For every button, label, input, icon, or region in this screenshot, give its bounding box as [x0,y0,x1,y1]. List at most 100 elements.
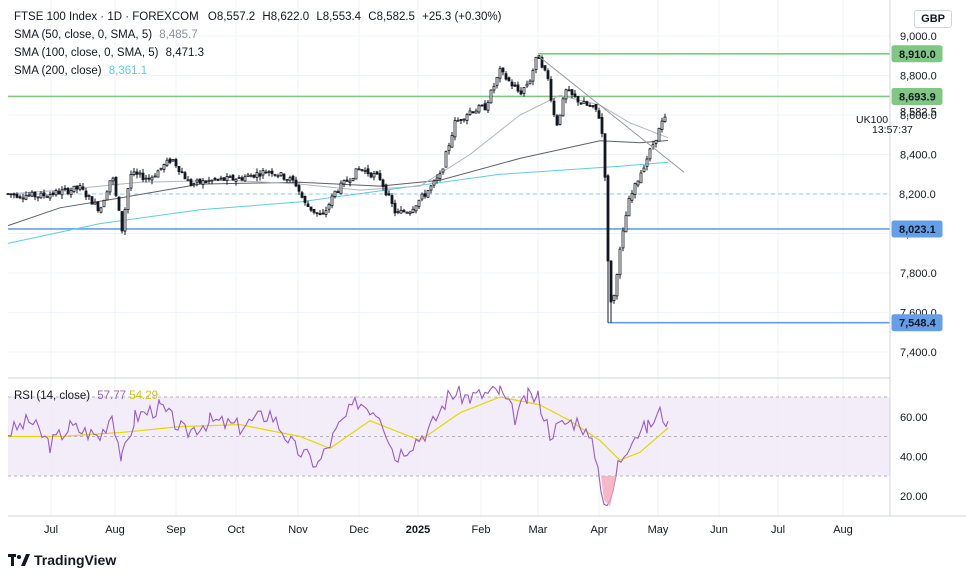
candle-body [405,211,409,214]
candle-body [357,168,361,171]
candle [48,191,52,201]
candle-body [435,177,439,181]
candle [438,170,442,182]
candle-body [81,186,85,190]
candle-body [348,180,352,184]
bar-countdown: 13:57:37 [872,124,913,136]
candle-body [102,199,106,208]
candle-body [252,174,256,178]
candle-body [168,158,172,163]
candle [378,169,382,182]
candle [36,196,40,202]
sma50-label: SMA (50, close, 0, SMA, 5) [14,29,153,41]
candle-body [579,102,583,105]
candle-body [513,84,517,87]
candle-body [573,93,577,97]
tradingview-logo[interactable]: TradingView [8,552,116,568]
candle-body [528,80,532,85]
currency-button[interactable]: GBP [914,10,952,28]
candle-body [480,104,484,107]
candle [573,89,577,98]
level-price-tag: 8,200.0 [891,185,943,203]
candle [213,176,217,181]
candle [90,196,94,205]
candle [270,168,274,177]
candle-body [642,167,646,173]
candle [645,155,649,171]
candle-body [432,180,436,186]
candle-body [396,211,400,213]
candle-body [18,196,22,199]
candle [597,107,601,119]
candle [27,192,31,197]
candle [609,260,613,323]
candle-body [303,195,307,203]
candle-body [264,171,268,174]
candle [399,206,403,214]
candle [381,178,385,191]
candle [186,176,190,182]
candle-body [360,169,364,171]
candle-body [42,192,46,197]
candle-body [72,185,76,192]
candle [414,205,418,214]
symbol-title[interactable]: FTSE 100 Index · 1D · FOREXCOM [14,11,199,23]
candle-body [549,79,553,101]
candle-body [663,116,667,123]
sma100-legend[interactable]: SMA (100, close, 0, SMA, 5) 8,471.3 [14,47,204,59]
candle-body [384,184,388,196]
candle [561,96,565,117]
candle [75,185,79,194]
candle-body [345,179,349,182]
candle-body [192,183,196,186]
candle [123,207,127,236]
candle-body [297,185,301,192]
sma200-legend[interactable]: SMA (200, close) 8,361.1 [14,65,147,77]
candle-body [372,173,376,178]
candle-body [258,173,262,177]
candle-body [315,212,319,215]
candle-body [174,159,178,167]
candle [435,174,439,184]
candle [432,179,436,188]
candle-body [531,70,535,82]
candle-body [582,101,586,104]
candle [180,167,184,174]
candle [477,104,481,114]
candle-body [255,172,259,178]
candle-body [363,169,367,172]
candle-body [21,197,25,200]
rsi-oversold-fill [601,476,616,507]
candle-body [150,176,154,181]
candle [312,209,316,215]
candle [552,98,556,118]
candle-body [249,174,253,178]
candle-body [612,294,616,302]
candle [261,167,265,180]
candle-body [552,100,556,116]
sma50-legend[interactable]: SMA (50, close, 0, SMA, 5) 8,485.7 [14,29,198,41]
price-tick-label: 8,600.0 [900,110,937,122]
candle-body [606,175,610,262]
rsi-legend[interactable]: RSI (14, close) 57.77 54.29 [14,390,158,402]
high-value: H8,622.0 [262,11,310,23]
candle [222,177,226,181]
candle [99,206,103,214]
candle-body [477,105,481,113]
level-tag-bg [891,314,943,332]
candle-body [231,174,235,181]
candle-body [54,190,58,196]
candle [621,227,625,252]
candle-body [294,179,298,187]
level-tag-text: 8,023.1 [899,224,936,236]
sma200-line [7,161,669,244]
candle [459,118,463,124]
candle [237,175,241,179]
candle-body [177,166,181,173]
candle-body [207,179,211,182]
candle [516,81,520,93]
candle-body [165,159,169,166]
candle [132,168,136,177]
rsi-tick-label: 60.00 [900,412,928,424]
